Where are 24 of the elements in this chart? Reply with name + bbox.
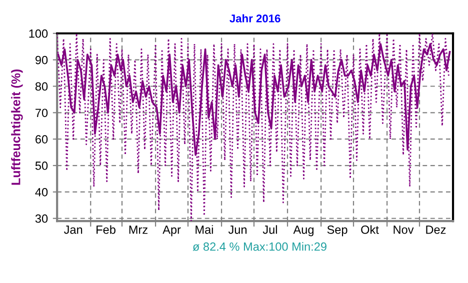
y-tick-label: 50 — [35, 162, 48, 170]
x-tick-label: Jan — [64, 226, 82, 234]
y-axis-title: Luftfeuchtigkeit (%) — [11, 69, 23, 185]
y-tick-label: 70 — [36, 108, 48, 118]
y-tick-label: 100 — [29, 29, 48, 38]
x-tick-label: Jun — [228, 226, 247, 234]
x-tick-label: Sep — [327, 226, 348, 236]
x-tick-label: Mrz — [129, 226, 148, 234]
x-tick-label: Okt — [361, 225, 379, 234]
y-tick-label: 30 — [35, 214, 48, 223]
line-series — [57, 33, 450, 222]
y-tick-label: 90 — [35, 56, 48, 64]
x-tick-label: Jul — [262, 225, 277, 234]
x-tick-label: Nov — [394, 226, 414, 234]
y-tick-label: 80 — [35, 82, 48, 91]
y-tick-label: 60 — [36, 135, 48, 144]
x-tick-label: Feb — [96, 225, 116, 234]
text: ø 82.4 % Max:100 Min:29 — [192, 242, 326, 251]
x-tick-label: Dez — [426, 226, 446, 234]
x-tick-label: Aug — [293, 226, 314, 236]
x-tick-label: Mai — [196, 225, 213, 234]
x-tick-label: Apr — [162, 226, 181, 236]
y-tick-label: 40 — [35, 188, 48, 196]
chart-title: Jahr 2016 — [230, 14, 280, 22]
